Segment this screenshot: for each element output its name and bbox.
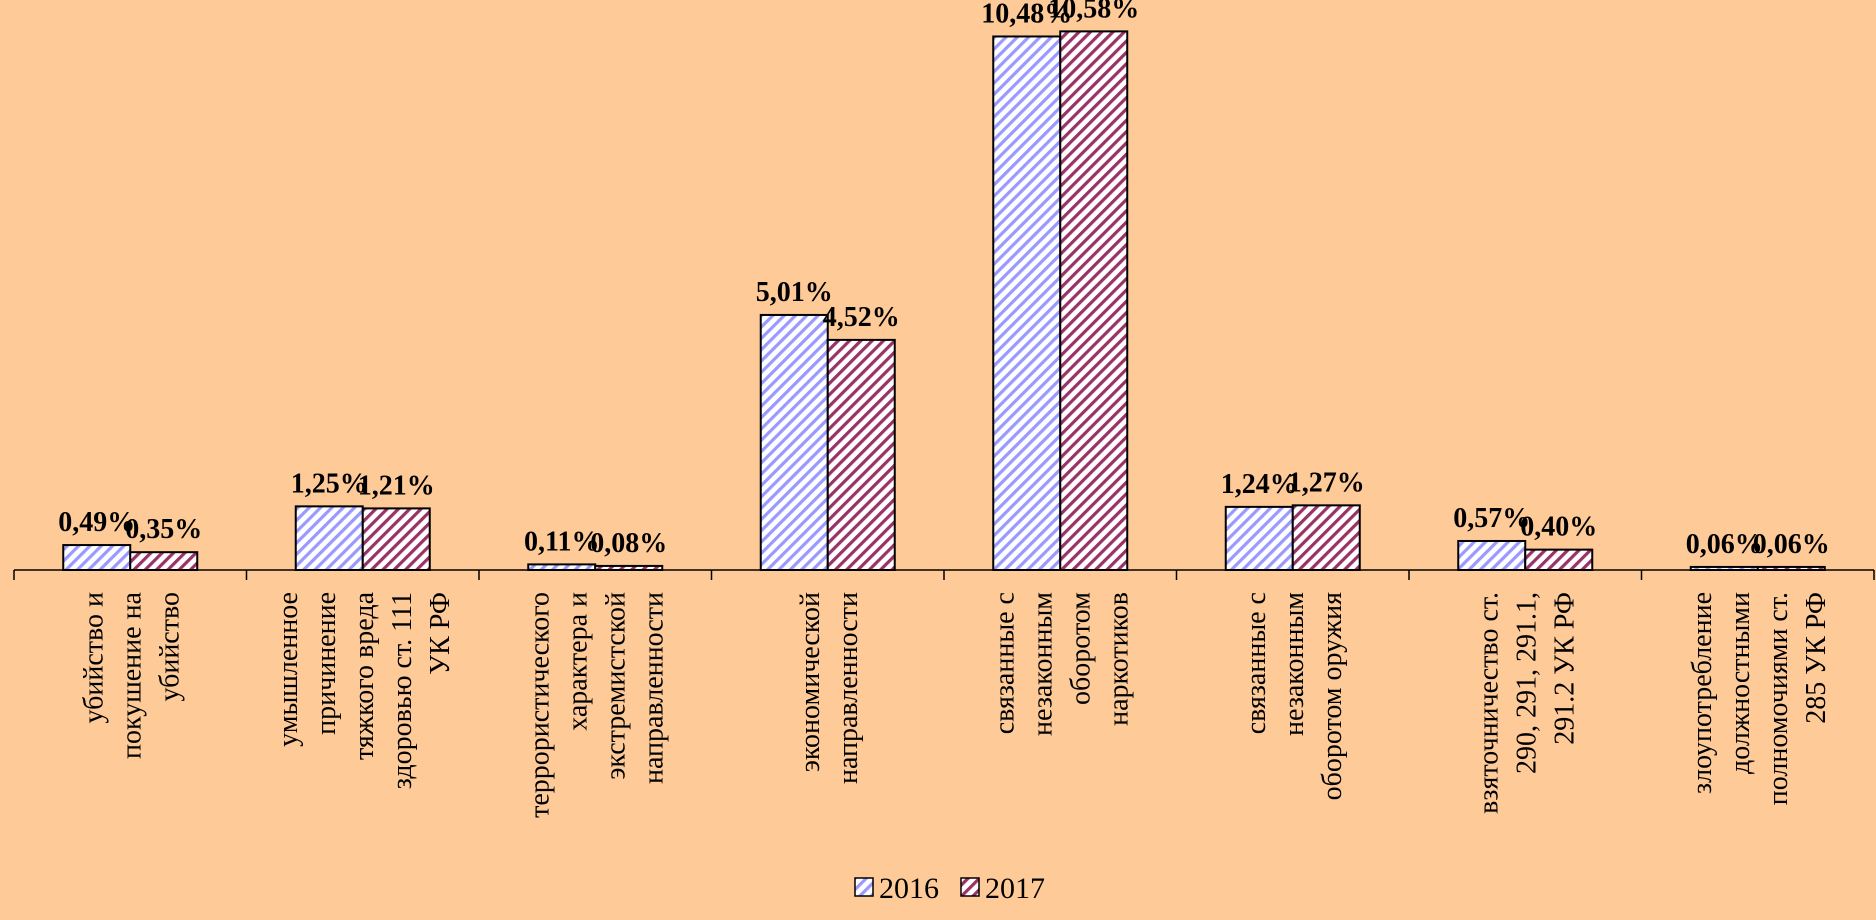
legend: 2016 2017 (854, 872, 1045, 905)
category-label-line: направленности (833, 592, 864, 784)
data-label-2016-5: 1,24% (1221, 469, 1298, 500)
bar-2016-2 (527, 563, 597, 572)
data-label-2017-5: 1,27% (1288, 467, 1365, 498)
data-label-2017-1: 1,21% (358, 470, 435, 501)
category-label-0: убийство и покушение на убийство (78, 591, 185, 759)
data-label-2017-2: 0,08% (590, 528, 667, 559)
category-label-line: экстремистской (600, 592, 631, 780)
category-label-line: 285 УК РФ (1801, 592, 1832, 724)
category-label-7: злоупотребление должностными полномочиями … (1687, 592, 1832, 805)
category-label-line: должностными (1725, 592, 1756, 774)
category-label-line: здоровью ст. 111 (387, 592, 418, 789)
category-label-line: злоупотребление (1687, 592, 1718, 794)
category-label-line: террористического (524, 592, 555, 818)
category-label-line: связанные с (1241, 592, 1272, 734)
category-label-line: направленности (638, 592, 669, 784)
data-label-2016-7: 0,06% (1686, 529, 1763, 560)
category-labels-group: убийство и покушение на убийство умышленное… (78, 591, 1832, 817)
category-label-1: умышленное причинение тяжкого вреда здоровь… (273, 591, 456, 789)
category-label-4: связанные с незаконным оборотом наркотиков (989, 592, 1134, 736)
category-label-line: тяжкого вреда (349, 591, 380, 760)
bar-2016-6 (1457, 539, 1527, 571)
data-label-2016-1: 1,25% (291, 468, 368, 499)
legend-swatch (854, 877, 874, 897)
category-label-line: незаконным (1279, 592, 1310, 736)
data-label-2016-2: 0,11% (524, 526, 599, 557)
category-label-5: связанные с незаконным оборотом оружия (1241, 592, 1348, 801)
category-label-line: наркотиков (1103, 592, 1134, 726)
data-labels-group: 0,49% 1,25% 0,11% 5,01% 10,48% 1,24% 0,57% 0,06… (58, 0, 1830, 560)
legend-entry-2017: 2017 (960, 872, 1045, 905)
category-label-line: покушение на (116, 591, 147, 759)
legend-entry-2016: 2016 (854, 872, 939, 905)
category-label-2: террористического характера и экстремистск… (524, 592, 669, 818)
data-label-2017-6: 0,40% (1520, 512, 1597, 543)
category-label-line: умышленное (273, 592, 304, 747)
data-label-2016-0: 0,49% (58, 507, 135, 538)
bar-2017-4 (1059, 30, 1129, 571)
data-label-2016-3: 5,01% (756, 277, 833, 308)
legend-swatch (960, 877, 980, 897)
bar-2016-3 (759, 313, 829, 572)
category-label-line: 291.2 УК РФ (1549, 592, 1580, 745)
category-label-3: экономической направленности (795, 592, 864, 784)
bar-2016-4 (992, 35, 1062, 572)
bar-2017-3 (826, 338, 896, 571)
data-label-2017-3: 4,52% (823, 302, 900, 333)
category-label-line: экономической (795, 592, 826, 772)
category-label-line: убийство и (78, 592, 109, 724)
category-label-line: оборотом (1065, 592, 1096, 705)
bar-2017-6 (1524, 548, 1594, 571)
category-label-line: оборотом оружия (1317, 592, 1348, 801)
data-label-2016-4: 10,48% (981, 0, 1072, 29)
bar-2017-1 (361, 507, 431, 571)
category-label-6: взяточничество ст. 290, 291, 291.1, 291.2 … (1473, 592, 1580, 814)
category-label-line: связанные с (989, 592, 1020, 734)
category-label-line: взяточничество ст. (1473, 592, 1504, 814)
category-label-line: убийство (154, 592, 185, 702)
bars-group (62, 30, 1826, 572)
category-label-line: полномочиями ст. (1763, 592, 1794, 805)
data-label-2016-6: 0,57% (1453, 503, 1530, 534)
data-label-2017-0: 0,35% (125, 514, 202, 545)
bar-2016-0 (62, 544, 132, 572)
bar-2016-1 (294, 505, 364, 572)
category-label-line: УК РФ (425, 592, 456, 675)
legend-label: 2016 (879, 872, 939, 905)
category-label-line: характера и (562, 592, 593, 731)
data-label-2017-4: 10,58% (1048, 0, 1139, 24)
bar-2017-5 (1291, 504, 1361, 572)
category-label-line: 290, 291, 291.1, (1511, 592, 1542, 774)
bar-2017-0 (129, 551, 199, 572)
category-label-line: незаконным (1027, 592, 1058, 736)
x-axis (13, 569, 1875, 580)
data-label-2017-7: 0,06% (1753, 529, 1830, 560)
bar-2016-5 (1224, 505, 1294, 572)
category-label-line: причинение (311, 592, 342, 735)
legend-label: 2017 (985, 872, 1045, 905)
